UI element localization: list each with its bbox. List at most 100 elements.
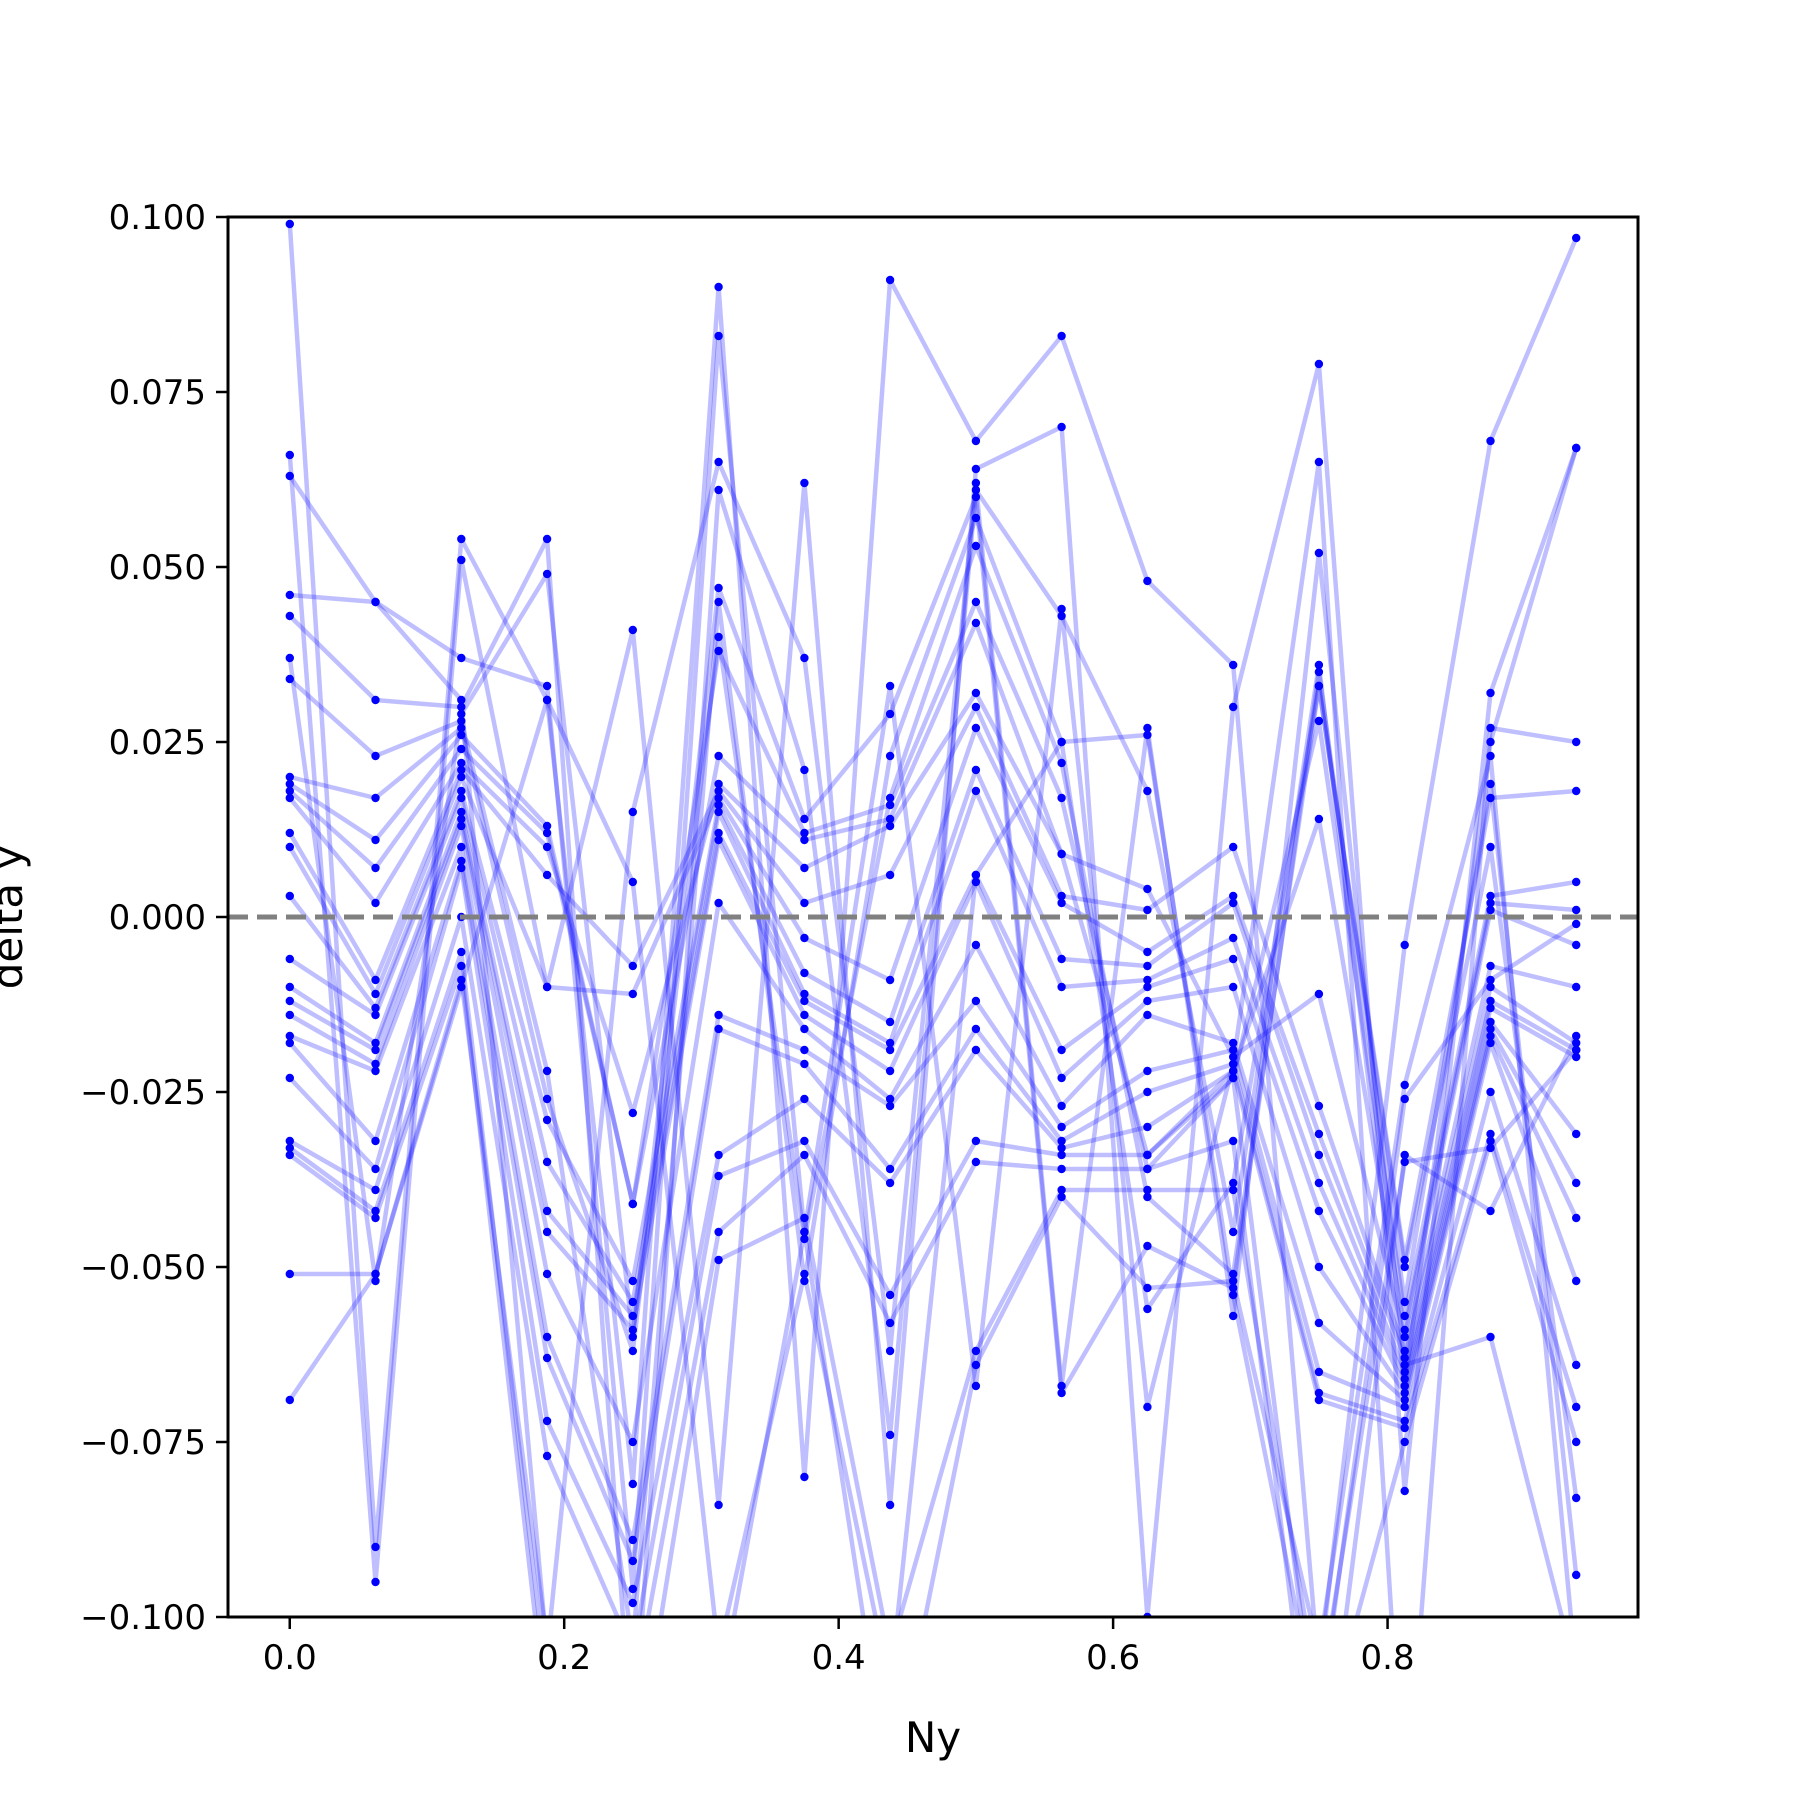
data-point	[1572, 905, 1581, 915]
y-tick-label: 0.050	[109, 548, 206, 588]
data-point	[1143, 1241, 1152, 1251]
data-point	[885, 275, 895, 285]
data-point	[1486, 1003, 1495, 1013]
data-point	[971, 618, 981, 628]
data-point	[457, 821, 466, 831]
data-point	[800, 835, 809, 845]
data-point	[800, 828, 809, 838]
data-point	[1143, 884, 1152, 894]
data-point	[714, 779, 723, 789]
series-26	[285, 695, 1581, 1617]
data-point	[371, 1206, 380, 1216]
data-point	[1229, 891, 1238, 901]
data-point	[1486, 688, 1495, 698]
data-point	[628, 1598, 637, 1608]
data-point	[371, 1276, 380, 1286]
series-line	[289, 543, 1579, 1499]
data-point	[800, 1234, 809, 1244]
data-point	[1400, 1094, 1409, 1104]
data-point	[971, 1024, 981, 1034]
data-point	[714, 331, 723, 341]
data-point	[371, 1038, 380, 1048]
data-point	[628, 1437, 637, 1447]
data-point	[971, 702, 981, 712]
data-point	[371, 1045, 380, 1055]
data-point	[885, 1500, 895, 1510]
data-point	[285, 1010, 294, 1020]
data-point	[1572, 1402, 1581, 1412]
data-point	[371, 1577, 380, 1587]
data-point	[542, 828, 552, 838]
data-point	[1057, 1045, 1066, 1055]
data-point	[285, 1136, 294, 1146]
data-point	[1143, 1122, 1152, 1132]
data-point	[1572, 1493, 1581, 1503]
y-tick-label: −0.025	[80, 1073, 206, 1113]
data-point	[1057, 1381, 1066, 1391]
data-point	[714, 1010, 723, 1020]
data-point	[542, 870, 552, 880]
data-point	[542, 1451, 552, 1461]
data-point	[1486, 1129, 1495, 1139]
data-point	[800, 1472, 809, 1482]
data-point	[1572, 940, 1581, 950]
x-axis: 0.0 0.2 0.4 0.6 0.8	[263, 1617, 1415, 1678]
data-point	[1400, 1437, 1409, 1447]
data-point	[457, 709, 466, 719]
data-point	[371, 1269, 380, 1279]
series-2	[285, 359, 1581, 1617]
data-point	[714, 632, 723, 642]
data-point	[285, 891, 294, 901]
data-point	[1314, 1129, 1324, 1139]
y-tick-label: 0.000	[109, 898, 206, 938]
data-point	[371, 597, 380, 607]
data-point	[1400, 1353, 1409, 1363]
data-point	[285, 1269, 294, 1279]
data-point	[629, 1641, 637, 1649]
x-tick-label: 0.8	[1361, 1638, 1415, 1678]
data-point	[1572, 737, 1581, 747]
data-point	[971, 1381, 981, 1391]
data-point	[714, 457, 723, 467]
series-8	[285, 541, 1581, 1503]
data-point	[885, 751, 895, 761]
data-point	[971, 485, 981, 495]
data-point	[885, 975, 895, 985]
data-point	[1486, 779, 1495, 789]
data-point	[1572, 443, 1581, 453]
data-point	[714, 485, 723, 495]
data-point	[714, 646, 723, 656]
data-point	[1400, 1332, 1409, 1342]
data-point	[885, 681, 895, 691]
x-tick-label: 0.6	[1086, 1638, 1140, 1678]
data-point	[1486, 891, 1495, 901]
data-point	[971, 464, 981, 474]
data-point	[1057, 331, 1066, 341]
data-point	[1400, 1381, 1409, 1391]
data-point	[1400, 940, 1409, 950]
data-point	[1400, 1346, 1409, 1356]
data-point	[1572, 1570, 1581, 1580]
data-point	[800, 1059, 809, 1069]
data-point	[1057, 1388, 1066, 1398]
data-point	[542, 1066, 552, 1076]
data-point	[1400, 1255, 1409, 1265]
data-point	[971, 870, 981, 880]
data-point	[1315, 1669, 1323, 1677]
data-point	[371, 1066, 380, 1076]
data-point	[1400, 1423, 1409, 1433]
data-point	[1572, 1669, 1580, 1677]
data-point	[1057, 1122, 1066, 1132]
data-point	[1486, 996, 1495, 1006]
data-point	[800, 1269, 809, 1279]
data-point	[1486, 1038, 1495, 1048]
data-point	[285, 1038, 294, 1048]
data-point	[1572, 1360, 1581, 1370]
data-point	[542, 1353, 552, 1363]
data-point	[285, 954, 294, 964]
data-point	[971, 1360, 981, 1370]
data-point	[1057, 1101, 1066, 1111]
series-line	[287, 697, 1578, 1617]
data-point	[542, 1332, 552, 1342]
data-point	[285, 1031, 294, 1041]
